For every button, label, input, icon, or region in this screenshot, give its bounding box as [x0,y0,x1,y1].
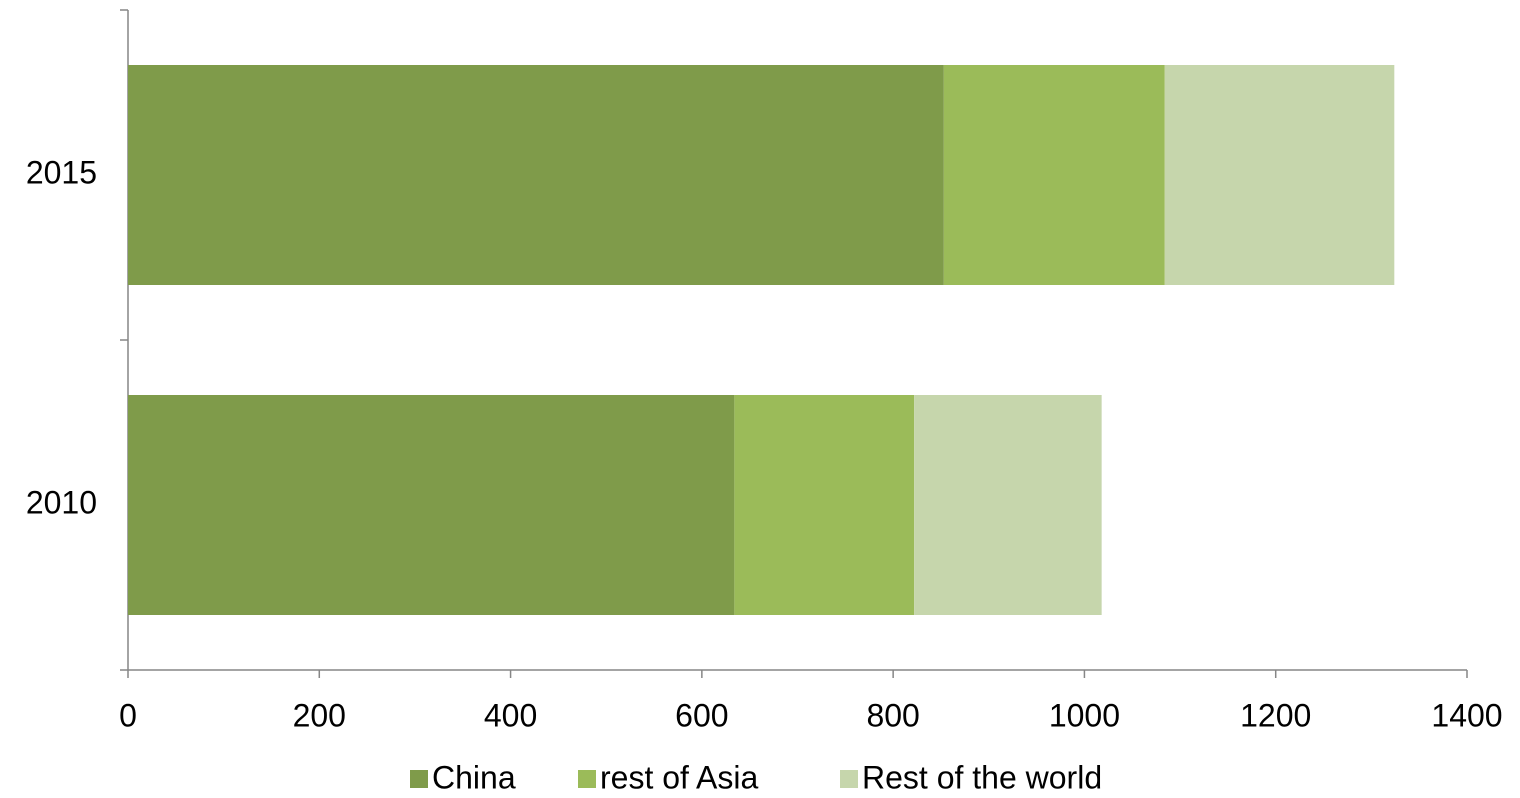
x-tick-label: 800 [866,697,919,733]
bar-segment [914,395,1102,615]
legend-swatch [410,770,428,788]
x-tick-label: 400 [484,697,537,733]
legend-label: Rest of the world [862,759,1102,795]
bar-segment [943,65,1165,285]
x-tick-label: 1400 [1431,697,1502,733]
legend-swatch [840,770,858,788]
bar-segment [128,65,944,285]
legend-swatch [578,770,596,788]
bar-segment [734,395,915,615]
x-tick-label: 200 [293,697,346,733]
y-tick-label: 2015 [26,154,97,190]
x-tick-label: 600 [675,697,728,733]
y-tick-label: 2010 [26,484,97,520]
x-tick-label: 0 [119,697,137,733]
x-tick-label: 1000 [1049,697,1120,733]
bar-segment [1164,65,1395,285]
legend-label: rest of Asia [600,759,759,795]
x-tick-label: 1200 [1240,697,1311,733]
bar-segment [128,395,735,615]
legend-label: China [432,759,516,795]
